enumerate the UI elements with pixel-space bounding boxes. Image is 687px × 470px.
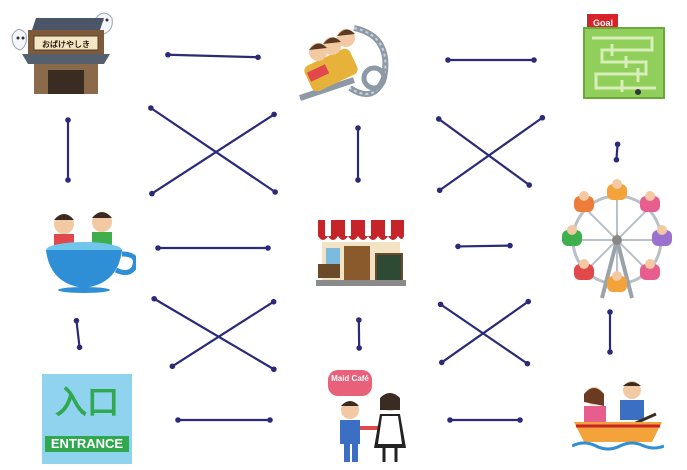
maze-icon: Goal	[583, 14, 665, 99]
entrance-sign-kanji: 入口	[54, 383, 119, 421]
route-endpoint-dot	[271, 111, 277, 118]
route-endpoint-dot	[169, 363, 176, 370]
maid-cafe-icon: Maid Café	[328, 370, 406, 462]
roller-coaster-node	[294, 18, 394, 106]
route-endpoint-dot	[526, 182, 533, 188]
route-endpoint-dot	[507, 242, 513, 249]
roller-coaster-icon	[299, 25, 389, 101]
route-line-teacup-ride-to-maid-cafe	[153, 297, 275, 371]
route-endpoint-dot	[438, 359, 445, 366]
goal-flag-icon	[588, 14, 618, 30]
route-endpoint-dot	[455, 243, 461, 250]
entrance-sign-icon: 入口 ENTRANCE	[42, 374, 132, 464]
route-endpoint-dot	[445, 57, 451, 63]
haunted-house-node: おばけやしき	[4, 6, 122, 96]
route-endpoint-dot	[272, 189, 278, 195]
route-line-ferris-wheel-to-maid-cafe	[441, 300, 529, 364]
route-line-shop-stall-to-ferris-wheel	[457, 244, 511, 248]
route-endpoint-dot	[355, 125, 361, 131]
route-endpoint-dot	[436, 187, 443, 194]
route-endpoint-dot	[525, 298, 532, 305]
route-endpoint-dot	[531, 57, 537, 63]
route-endpoint-dot	[539, 114, 546, 121]
route-endpoint-dot	[517, 417, 523, 423]
rowboat-node	[571, 378, 665, 452]
maid-cafe-node: Maid Café	[326, 368, 410, 464]
entrance-sign-label: ENTRANCE	[45, 436, 129, 452]
teacup-ride-icon	[46, 212, 138, 293]
route-endpoint-dot	[437, 301, 444, 308]
route-endpoint-dot	[271, 366, 277, 373]
route-line-haunted-house-to-shop-stall	[150, 107, 276, 193]
route-line-maze-goal-to-shop-stall	[439, 116, 543, 192]
route-endpoint-dot	[149, 190, 155, 197]
route-endpoint-dot	[613, 156, 620, 163]
route-endpoint-dot	[165, 51, 171, 58]
shop-stall-icon	[316, 220, 406, 286]
route-endpoint-dot	[355, 177, 361, 183]
teacup-ride-node	[40, 206, 138, 294]
route-endpoint-dot	[614, 141, 621, 148]
route-endpoint-dot	[151, 295, 157, 302]
route-endpoint-dot	[356, 345, 362, 351]
maid-cafe-sign: Maid Café	[331, 374, 369, 383]
route-endpoint-dot	[148, 105, 154, 111]
route-endpoint-dot	[175, 417, 181, 423]
goal-flag-label: Goal	[593, 18, 613, 28]
entrance-node: 入口 ENTRANCE	[42, 374, 132, 464]
haunted-house-sign: おばけやしき	[42, 39, 90, 49]
route-endpoint-dot	[356, 317, 362, 323]
route-line-shop-stall-to-entrance	[171, 300, 275, 368]
route-endpoint-dot	[607, 349, 613, 355]
route-line-roller-coaster-to-ferris-wheel	[438, 118, 530, 186]
route-line-teacup-ride-to-entrance	[75, 320, 81, 348]
route-endpoint-dot	[267, 417, 273, 423]
rowboat-icon	[571, 381, 665, 451]
route-line-roller-coaster-to-teacup-ride	[151, 113, 275, 195]
ferris-wheel-node	[552, 178, 682, 306]
route-endpoint-dot	[76, 344, 83, 351]
route-endpoint-dot	[524, 360, 531, 367]
route-endpoint-dot	[607, 309, 613, 315]
route-endpoint-dot	[73, 317, 80, 324]
route-endpoint-dot	[255, 54, 261, 61]
shop-stall-node	[314, 214, 408, 288]
maze-goal-node: Goal	[582, 10, 666, 100]
route-endpoint-dot	[447, 417, 453, 423]
route-line-haunted-house-to-roller-coaster	[167, 53, 259, 59]
route-endpoint-dot	[265, 245, 271, 251]
route-endpoint-dot	[435, 116, 442, 122]
route-endpoint-dot	[65, 117, 71, 123]
route-endpoint-dot	[270, 298, 277, 305]
haunted-house-icon: おばけやしき	[11, 12, 113, 94]
route-endpoint-dot	[65, 177, 71, 183]
route-endpoint-dot	[155, 245, 161, 251]
ferris-wheel-icon	[562, 179, 672, 299]
